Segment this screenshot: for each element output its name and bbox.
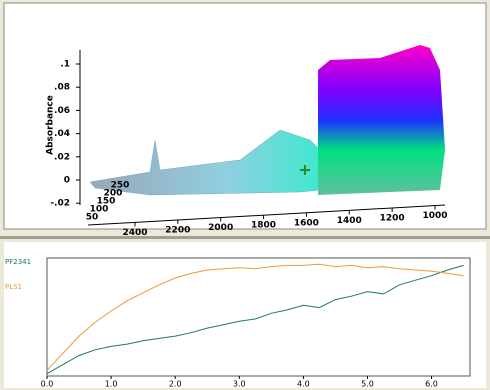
x-axis xyxy=(87,204,446,226)
x-tick-label: 1600 xyxy=(294,218,319,228)
z-tick-label: 200 xyxy=(104,189,123,199)
x-tick-label: 0.0 xyxy=(41,380,54,389)
x-tick-label: 1400 xyxy=(337,216,362,226)
z-tick-label: 150 xyxy=(97,197,116,207)
x-tick-label: 6.0 xyxy=(425,380,438,389)
x-tick-label: 4.0 xyxy=(297,380,310,389)
y-tick-label: .08 xyxy=(54,83,70,93)
x-tick-label: 1200 xyxy=(380,213,405,223)
plot-frame xyxy=(46,257,471,377)
z-tick-label: 50 xyxy=(86,213,99,223)
x-tick-label: 5.0 xyxy=(361,380,374,389)
legend-label: PLS1 xyxy=(5,283,22,291)
y-tick-label: .04 xyxy=(54,129,70,139)
series-line xyxy=(46,263,464,371)
x-tick-label: 1.0 xyxy=(105,380,118,389)
series-line xyxy=(46,264,464,375)
x-tick-label: 2.0 xyxy=(169,380,182,389)
x-tick-label: 2000 xyxy=(208,223,233,233)
surface xyxy=(79,45,446,226)
x-tick-label: 2200 xyxy=(165,225,190,235)
y-axis-label: Absorbance xyxy=(46,95,56,155)
x-tick-label: 1000 xyxy=(422,211,447,221)
z-tick-label: 100 xyxy=(90,205,109,215)
y-tick-label: 0 xyxy=(64,176,70,186)
x-tick-label: 2400 xyxy=(122,228,147,238)
y-tick-label: -.02 xyxy=(50,199,70,209)
surface-low xyxy=(89,129,321,196)
surface-high xyxy=(318,45,445,195)
z-tick-label: 250 xyxy=(111,181,130,191)
y-tick-label: .06 xyxy=(54,106,70,116)
splitter[interactable] xyxy=(0,236,490,239)
x-tick-label: 3.0 xyxy=(233,380,246,389)
x-tick-label: 1800 xyxy=(251,221,276,231)
y-tick-label: .1 xyxy=(60,60,70,70)
cursor xyxy=(300,165,310,175)
y-tick-label: .02 xyxy=(54,152,70,162)
legend-label: PF2341 xyxy=(5,258,31,266)
